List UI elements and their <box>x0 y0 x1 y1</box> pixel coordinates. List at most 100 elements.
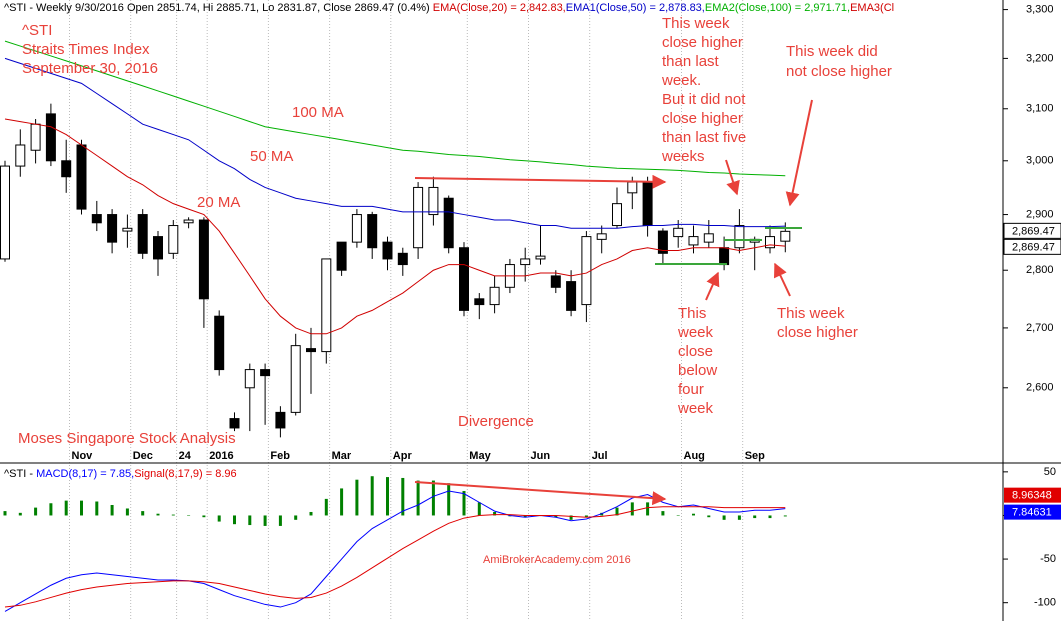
histogram-bar <box>569 515 573 520</box>
candle-body <box>260 369 271 377</box>
x-tick-label: Sep <box>745 450 765 462</box>
histogram-bar <box>34 507 38 516</box>
candle-body <box>198 219 209 300</box>
histogram-bar <box>370 476 374 516</box>
annotation: This <box>678 305 706 322</box>
pointer-arrow <box>774 262 791 297</box>
histogram-bar <box>477 502 481 516</box>
annotation: September 30, 2016 <box>22 60 158 77</box>
y-tick-label: 3,300 <box>1026 3 1054 15</box>
candle-body <box>91 214 102 224</box>
divergence-arrow <box>414 481 667 506</box>
candle-body <box>183 219 194 224</box>
histogram-bar <box>125 508 129 516</box>
candle-body <box>688 236 699 246</box>
histogram-bar <box>171 514 175 516</box>
annotation: than last five <box>662 129 746 146</box>
histogram-bar <box>202 515 206 518</box>
candle-body <box>244 369 255 389</box>
y-tick-label: 2,800 <box>1026 264 1054 276</box>
candle-body <box>76 144 87 210</box>
histogram-bar <box>462 491 466 516</box>
candle-body <box>520 258 531 266</box>
y-tick-label: 50 <box>1044 466 1056 478</box>
candle-body <box>15 144 26 167</box>
annotation: This week did <box>786 43 878 60</box>
candle-body <box>0 165 10 260</box>
annotation: not close higher <box>786 63 892 80</box>
candle-body <box>229 418 240 429</box>
histogram-bar <box>263 515 267 526</box>
candle-body <box>642 181 653 227</box>
header-title: ^STI - Weekly 9/30/2016 Open 2851.74, Hi… <box>4 2 433 14</box>
histogram-bar <box>340 488 344 516</box>
pointer-arrow <box>705 271 720 301</box>
histogram-bar <box>676 515 680 516</box>
last-price-label: 2,869.47 <box>1012 225 1055 237</box>
histogram-bar <box>737 515 741 520</box>
histogram-bar <box>141 511 145 516</box>
last-value-box <box>1004 504 1061 520</box>
annotation: Moses Singapore Stock Analysis <box>18 430 236 447</box>
candle-body <box>474 298 485 306</box>
x-tick-label: Nov <box>72 450 94 462</box>
candle-body <box>351 214 362 243</box>
annotation: week. <box>661 72 701 89</box>
histogram-bar <box>783 515 787 517</box>
x-tick-label: Jul <box>592 450 608 462</box>
x-tick-label: Dec <box>133 450 153 462</box>
candle-body <box>107 214 118 243</box>
annotation: weeks <box>661 148 705 165</box>
candle-body <box>535 255 546 260</box>
histogram-bar <box>416 480 420 516</box>
histogram-bar <box>3 511 7 516</box>
candle-body <box>734 225 745 249</box>
candle-body <box>657 230 668 254</box>
legend-entry: EMA1(Close,50) = 2,878.83, <box>566 2 705 14</box>
histogram-bar <box>187 515 191 516</box>
ma-line <box>4 40 786 177</box>
candle-body <box>443 197 454 249</box>
last-value-label: 7.84631 <box>1012 507 1052 519</box>
y-tick-label: 2,600 <box>1026 382 1054 394</box>
y-tick-label: 3,100 <box>1026 103 1054 115</box>
histogram-bar <box>661 511 665 516</box>
candle-body <box>336 241 347 271</box>
panel-header: ^STI - MACD(8,17) = 7.85,Signal(8,17,9) … <box>4 468 237 480</box>
annotation: ^STI <box>22 22 52 39</box>
histogram-bar <box>110 504 114 516</box>
candle-body <box>673 227 684 238</box>
candle-body <box>367 214 378 249</box>
candle-body <box>459 247 469 311</box>
histogram-bar <box>768 515 772 519</box>
macd-line <box>4 506 786 608</box>
histogram-bar <box>309 511 313 516</box>
header-title: ^STI - <box>4 468 36 480</box>
candle-body <box>489 286 500 306</box>
x-tick-label: Apr <box>393 450 413 462</box>
y-tick-label: 2,900 <box>1026 208 1054 220</box>
histogram-bar <box>431 480 435 516</box>
candle-body <box>719 247 730 266</box>
x-tick-label: Aug <box>684 450 705 462</box>
candle-body <box>397 252 408 266</box>
histogram-bar <box>692 513 695 516</box>
pointer-arrow <box>785 99 813 207</box>
annotation: week <box>677 400 714 417</box>
last-value-box <box>1004 487 1061 503</box>
histogram-bar <box>707 515 711 518</box>
histogram-bar <box>554 515 558 518</box>
histogram-bar <box>722 515 726 520</box>
histogram-bar <box>217 515 221 522</box>
histogram-bar <box>294 515 298 520</box>
histogram-bar <box>156 513 160 516</box>
candle-body <box>214 315 225 371</box>
histogram-bar <box>646 502 650 516</box>
annotation: four <box>678 381 704 398</box>
x-tick-label: May <box>469 450 491 462</box>
histogram-bar <box>493 511 497 516</box>
annotation: This week <box>777 305 845 322</box>
candle-body <box>581 236 592 306</box>
